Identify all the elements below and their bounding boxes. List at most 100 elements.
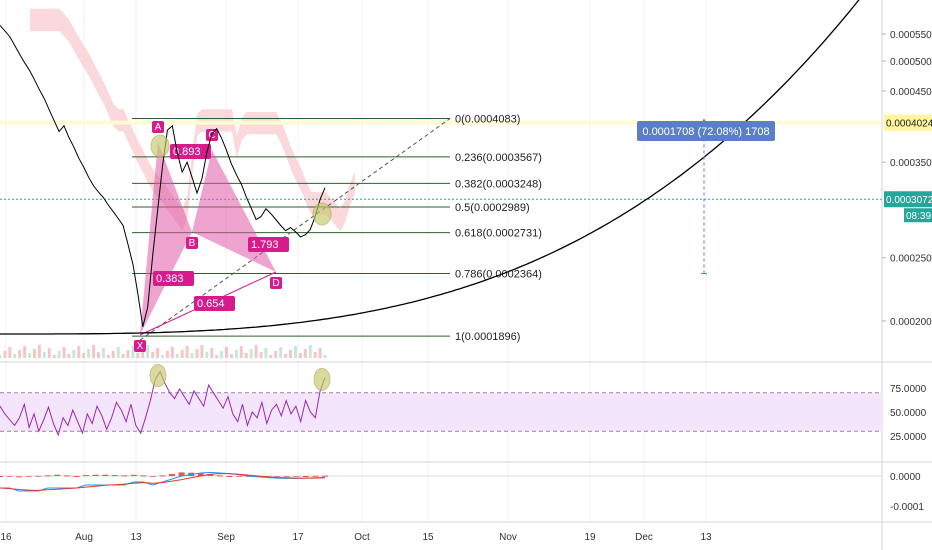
fib-level-label: 0.5(0.0002989) <box>455 202 530 214</box>
highlight-circle <box>312 202 332 226</box>
volume-bar <box>47 348 51 358</box>
macd-histogram-bar <box>92 474 99 476</box>
current-price-box <box>884 191 932 208</box>
harmonic-ratio: 1.793 <box>248 237 289 252</box>
time-axis[interactable]: 16 Aug 13 Sep 17 Oct 15 Nov 19 Dec 13 <box>0 532 712 543</box>
harmonic-xab-triangle <box>140 142 192 335</box>
price-badges: 0.0004024 0.0003072 08:39 <box>884 114 932 223</box>
volume-bar <box>298 353 302 358</box>
volume-bar <box>3 351 7 358</box>
volume-bar <box>96 352 100 358</box>
macd-histogram-bar <box>35 476 42 477</box>
macd-histogram-bar <box>178 472 185 476</box>
volume-bar <box>82 353 86 358</box>
volume-bar <box>205 352 209 358</box>
time-tick-label: Nov <box>499 532 517 543</box>
highlight-price-badge: 0.0004024 <box>884 114 932 131</box>
macd-line <box>0 471 326 492</box>
highlight-circle <box>150 134 170 158</box>
time-tick-label: Dec <box>635 532 653 543</box>
fib-level-label: 0.618(0.0002731) <box>455 228 542 240</box>
volume-bars <box>0 345 327 358</box>
macd-histogram-bar <box>130 474 137 476</box>
volume-bar <box>264 348 268 358</box>
volume-bar <box>195 349 199 358</box>
harmonic-point-badge <box>186 237 198 249</box>
timer-box <box>904 208 932 223</box>
macd-histogram-bar <box>73 476 80 477</box>
macd-pane <box>0 471 882 492</box>
volume-bar <box>42 352 46 358</box>
signal-line <box>0 473 326 491</box>
highlight-circles <box>150 134 332 226</box>
volume-bar <box>185 346 189 358</box>
time-tick-label: 15 <box>422 532 434 543</box>
volume-bar <box>170 347 174 358</box>
rsi-highlight-circle <box>313 367 331 391</box>
volume-bar <box>229 354 233 358</box>
volume-bar <box>225 347 229 358</box>
harmonic-point-b: B <box>186 237 198 249</box>
volume-bar <box>62 347 66 358</box>
rsi-axis: 75.0000 50.0000 25.0000 <box>890 384 927 443</box>
volume-bar <box>111 351 115 358</box>
macd-histogram-bar <box>63 475 70 477</box>
volume-bar <box>146 345 150 358</box>
time-tick-label: 13 <box>130 532 142 543</box>
harmonic-point-badge <box>134 340 146 352</box>
macd-axis: 0.0000 -0.0001 <box>890 472 924 513</box>
rsi-tick-label: 50.0000 <box>890 408 927 419</box>
harmonic-point-label: D <box>272 278 279 289</box>
harmonic-point-d: D <box>270 277 282 289</box>
volume-bar <box>165 351 169 358</box>
macd-histogram-bar <box>25 476 32 477</box>
volume-bar <box>8 347 12 358</box>
volume-bar <box>106 355 110 358</box>
fib-trend-line <box>139 118 451 341</box>
price-series-line <box>0 25 326 327</box>
volume-bar <box>239 346 243 358</box>
volume-bar <box>126 350 130 358</box>
volume-bar <box>18 350 22 358</box>
macd-histogram-bar <box>54 474 61 476</box>
volume-bar <box>180 350 184 358</box>
volume-bar <box>52 355 56 358</box>
harmonic-point-label: A <box>155 122 162 133</box>
volume-bar <box>303 349 307 358</box>
fib-level-label: 0.786(0.0002364) <box>455 269 542 281</box>
macd-histogram-bar <box>197 473 204 476</box>
volume-bar <box>136 353 140 358</box>
macd-histogram-bar <box>235 476 242 477</box>
volume-bar <box>200 345 204 358</box>
current-price-label: 0.0003072 <box>886 195 932 206</box>
fib-level-label: 1(0.0001896) <box>455 331 520 343</box>
volume-bar <box>210 348 214 358</box>
harmonic-point-a: A <box>152 121 164 133</box>
macd-histogram-bar <box>293 476 300 477</box>
harmonic-point-label: C <box>208 130 215 141</box>
macd-histogram-bar <box>302 476 309 477</box>
harmonic-point-label: X <box>137 341 144 352</box>
macd-histogram-bar <box>140 475 147 477</box>
volume-bar <box>28 353 32 358</box>
time-tick-label: 17 <box>292 532 304 543</box>
price-axis[interactable]: 0.00055000.00050000.00045000.00035000.00… <box>882 30 932 328</box>
measure-badge <box>637 121 775 141</box>
volume-bar <box>37 345 41 358</box>
macd-histogram-bar <box>83 475 90 477</box>
fib-level-label: 0(0.0004083) <box>455 114 520 126</box>
volume-bar <box>131 346 135 358</box>
volume-bar <box>269 355 273 358</box>
volume-bar <box>234 350 238 358</box>
macd-histogram-bar <box>6 476 13 477</box>
rsi-tick-label: 25.0000 <box>890 432 927 443</box>
volume-bar <box>215 355 219 358</box>
macd-histogram-bar <box>226 476 233 477</box>
time-tick-label: 13 <box>700 532 712 543</box>
macd-histogram-bar <box>149 476 156 478</box>
harmonic-pattern: X A B C D 0.893 0.383 1.793 0.654 <box>134 121 289 352</box>
macd-tick-label: -0.0001 <box>890 502 924 513</box>
